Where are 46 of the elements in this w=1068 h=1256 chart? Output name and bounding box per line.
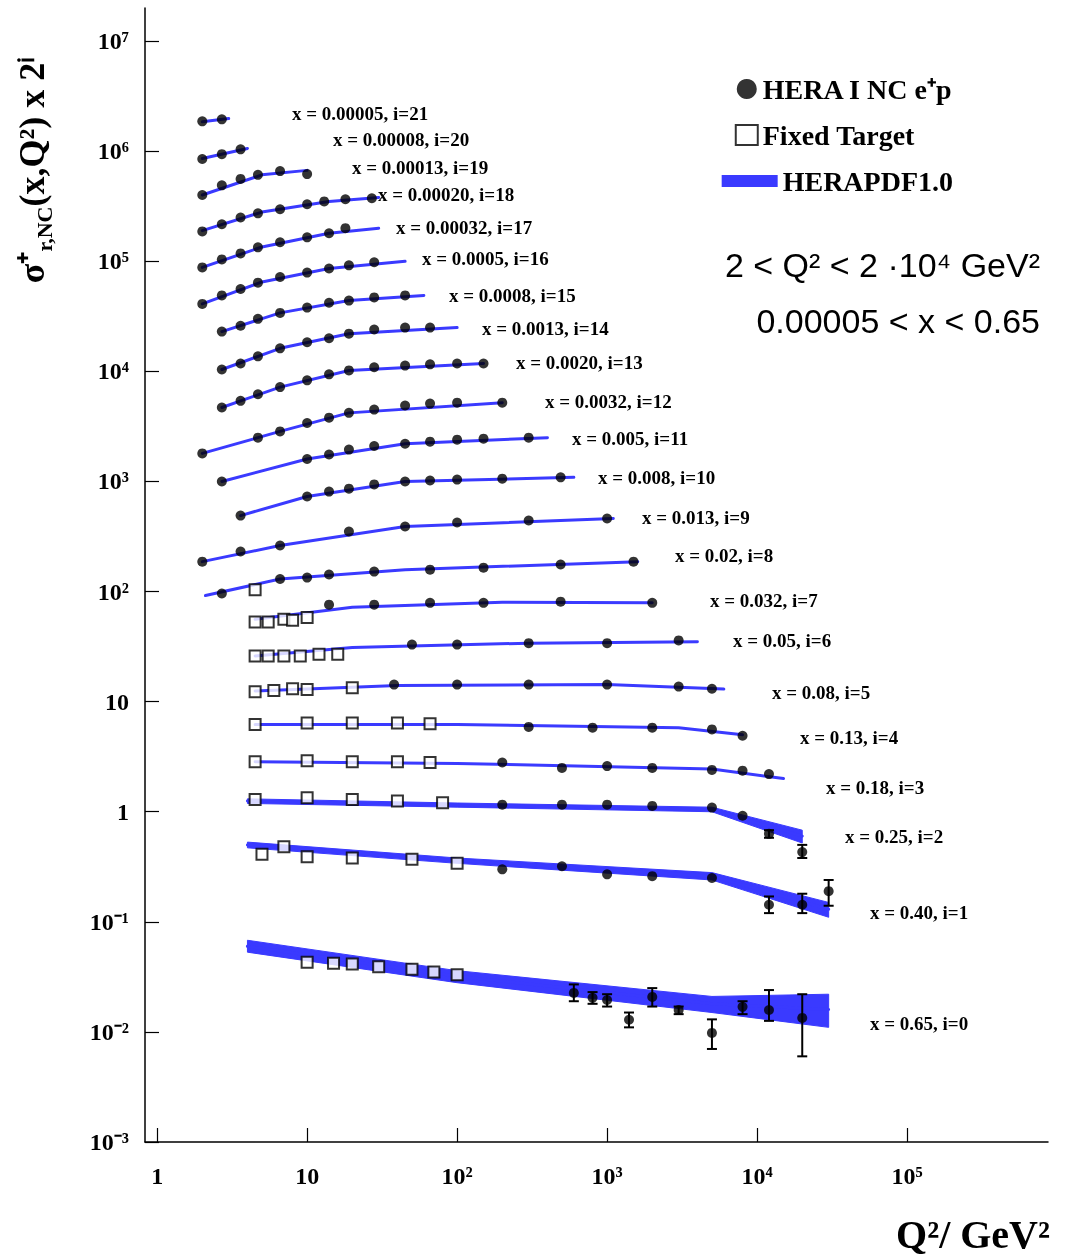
- x-tick-label: 1: [151, 1163, 164, 1189]
- annotation: x = 0.00032, i=17: [396, 216, 533, 238]
- annotation: x = 0.40, i=1: [870, 901, 969, 923]
- annotation: x = 0.008, i=10: [598, 466, 716, 488]
- y-tick-label: 10²: [97, 578, 129, 605]
- y-tick-label: 10⁶: [97, 138, 129, 165]
- x-axis-title: Q²/ GeV²: [896, 1211, 1051, 1256]
- annotation: x = 0.0032, i=12: [545, 390, 672, 412]
- y-tick-label: 10³: [97, 468, 129, 495]
- annotation: x = 0.00005, i=21: [292, 102, 429, 124]
- y-tick-label: 10⁻³: [89, 1129, 129, 1155]
- y-tick-label: 10⁷: [97, 28, 129, 55]
- annotation: x = 0.013, i=9: [642, 506, 750, 528]
- x-tick-label: 10²: [441, 1163, 473, 1189]
- y-tick-label: 10⁴: [97, 358, 129, 385]
- x-tick-label: 10⁴: [741, 1163, 773, 1189]
- annotation: x = 0.032, i=7: [710, 589, 819, 611]
- annotation: 2 < Q² < 2 ·10⁴ GeV²: [724, 246, 1041, 284]
- y-tick-label: 10⁵: [97, 248, 129, 275]
- y-tick-label: 10⁻¹: [89, 908, 129, 935]
- annotation: x = 0.25, i=2: [845, 825, 944, 847]
- annotation: x = 0.0008, i=15: [449, 284, 576, 306]
- y-tick-label: 1: [117, 798, 129, 825]
- annotation: x = 0.00013, i=19: [352, 156, 489, 178]
- annotation: x = 0.65, i=0: [870, 1012, 969, 1034]
- annotation: x = 0.13, i=4: [800, 726, 899, 748]
- x-tick-label: 10⁵: [891, 1163, 923, 1189]
- annotation: x = 0.18, i=3: [826, 776, 925, 798]
- y-tick-label: 10: [105, 688, 129, 715]
- legend-label: HERAPDF1.0: [782, 165, 953, 197]
- annotation: x = 0.02, i=8: [675, 544, 774, 566]
- annotation: 0.00005 < x < 0.65: [756, 302, 1041, 340]
- x-tick-label: 10³: [591, 1163, 623, 1189]
- annotation: x = 0.0005, i=16: [422, 247, 549, 269]
- legend-label: Fixed Target: [762, 119, 916, 151]
- annotation: x = 0.0013, i=14: [482, 317, 610, 339]
- annotation: x = 0.00008, i=20: [333, 128, 470, 150]
- annotation: x = 0.05, i=6: [733, 629, 832, 651]
- y-axis-title: σ⁺r,NC(x,Q²) x 2ⁱ: [12, 56, 57, 284]
- x-tick-label: 10: [295, 1163, 320, 1189]
- annotation: x = 0.005, i=11: [572, 427, 689, 449]
- legend-label: HERA I NC e⁺p: [762, 73, 952, 105]
- annotation: x = 0.08, i=5: [772, 681, 871, 703]
- annotation: x = 0.00020, i=18: [378, 183, 515, 205]
- y-tick-label: 10⁻²: [89, 1018, 129, 1045]
- annotation: x = 0.0020, i=13: [516, 351, 643, 373]
